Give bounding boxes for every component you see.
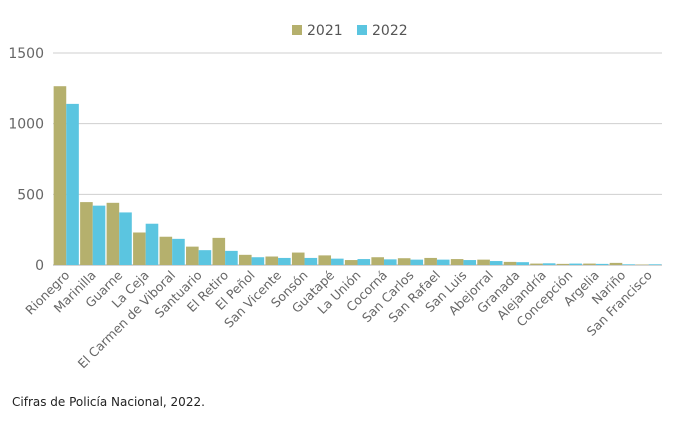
bar-2022-10 — [331, 258, 344, 265]
bar-2022-20 — [595, 263, 609, 265]
y-tick-label: 1000 — [8, 117, 44, 133]
bar-2021-11 — [344, 260, 358, 265]
chart-bars — [53, 86, 662, 265]
bar-2022-0 — [66, 103, 79, 265]
bar-2021-9 — [291, 252, 305, 265]
bar-2021-4 — [159, 236, 173, 265]
bar-2022-11 — [357, 259, 371, 265]
y-tick-label: 0 — [35, 258, 44, 274]
bar-2022-18 — [542, 263, 556, 265]
bar-2022-13 — [410, 259, 424, 265]
bar-2022-1 — [92, 205, 106, 265]
bar-2021-7 — [238, 254, 252, 265]
bar-2022-4 — [172, 238, 185, 265]
bar-2021-12 — [371, 257, 384, 265]
bar-2022-2 — [119, 212, 132, 265]
bar-2022-5 — [198, 250, 212, 265]
y-tick-label: 1500 — [8, 46, 44, 62]
bar-2021-18 — [530, 263, 543, 265]
bar-2022-9 — [304, 257, 318, 265]
bar-2021-16 — [477, 259, 490, 265]
bar-2021-14 — [424, 257, 437, 265]
bar-2022-19 — [569, 263, 582, 265]
bar-2021-3 — [133, 232, 146, 265]
bar-2022-15 — [463, 260, 477, 265]
bar-2022-16 — [489, 261, 503, 265]
legend-swatch-2021 — [292, 25, 302, 35]
bar-2022-7 — [251, 257, 265, 265]
bar-2021-6 — [212, 237, 226, 265]
bar-2022-3 — [145, 223, 159, 265]
bar-2022-12 — [383, 259, 397, 265]
bar-2022-21 — [622, 264, 635, 265]
bar-2021-15 — [450, 259, 464, 265]
bar-2022-6 — [225, 250, 238, 265]
bar-2021-20 — [583, 263, 596, 265]
source-note: Cifras de Policía Nacional, 2022. — [12, 395, 205, 409]
legend-label-2021: 2021 — [307, 23, 343, 39]
bar-2021-0 — [53, 86, 67, 265]
bar-2021-2 — [106, 202, 120, 265]
bar-2021-19 — [556, 263, 570, 265]
legend-swatch-2022 — [357, 25, 367, 35]
bar-2021-21 — [609, 262, 623, 265]
bar-2021-17 — [503, 261, 517, 265]
chart-legend: 2021 2022 — [292, 23, 408, 39]
bar-2021-10 — [318, 255, 332, 265]
y-axis-ticks: 0 500 1000 1500 — [8, 46, 44, 274]
bar-2021-5 — [186, 246, 199, 265]
legend-label-2022: 2022 — [372, 23, 408, 39]
bar-2022-14 — [436, 259, 450, 265]
bar-2022-22 — [648, 264, 662, 265]
bar-2021-1 — [80, 202, 93, 265]
bar-2022-8 — [278, 257, 291, 265]
bar-2021-13 — [397, 258, 411, 265]
bar-2022-17 — [516, 262, 529, 265]
y-tick-label: 500 — [17, 187, 44, 203]
bar-2021-8 — [265, 256, 279, 265]
